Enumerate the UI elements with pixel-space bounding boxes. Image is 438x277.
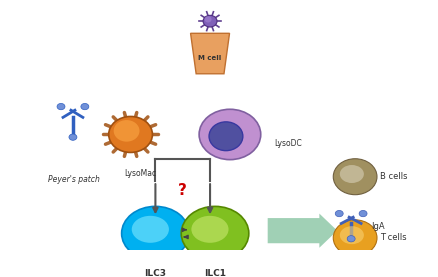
Ellipse shape <box>122 206 189 260</box>
Text: Peyer's patch: Peyer's patch <box>48 175 100 184</box>
Text: LysoDC: LysoDC <box>275 139 302 148</box>
Ellipse shape <box>205 16 212 22</box>
Ellipse shape <box>333 220 377 256</box>
Ellipse shape <box>209 122 243 151</box>
Ellipse shape <box>347 236 355 242</box>
Ellipse shape <box>132 216 169 243</box>
Text: ?: ? <box>178 183 187 198</box>
Ellipse shape <box>340 226 364 244</box>
Ellipse shape <box>359 211 367 217</box>
Ellipse shape <box>69 134 77 140</box>
Ellipse shape <box>333 159 377 195</box>
Text: LysoMac: LysoMac <box>124 169 156 178</box>
Text: M cell: M cell <box>198 55 222 61</box>
Ellipse shape <box>81 103 89 110</box>
Text: B cells: B cells <box>380 172 407 181</box>
Ellipse shape <box>181 206 249 260</box>
Ellipse shape <box>57 103 65 110</box>
FancyArrow shape <box>268 214 337 248</box>
Ellipse shape <box>199 109 261 160</box>
Polygon shape <box>191 33 230 74</box>
Ellipse shape <box>335 211 343 217</box>
Ellipse shape <box>191 216 229 243</box>
Ellipse shape <box>340 165 364 183</box>
Ellipse shape <box>109 116 152 152</box>
Ellipse shape <box>203 15 217 27</box>
Ellipse shape <box>114 120 140 142</box>
Text: T cells: T cells <box>380 233 406 242</box>
Text: ILC3: ILC3 <box>145 269 166 277</box>
Text: IgA: IgA <box>371 222 385 231</box>
Text: ILC1: ILC1 <box>204 269 226 277</box>
